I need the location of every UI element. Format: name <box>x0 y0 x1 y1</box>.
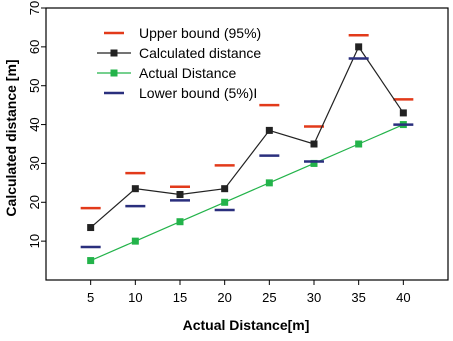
data-point <box>131 185 139 193</box>
data-point <box>265 179 273 187</box>
series-0 <box>80 33 414 210</box>
legend-label: Calculated distance <box>139 45 261 61</box>
data-point <box>355 43 363 51</box>
y-tick-label: 10 <box>27 234 42 248</box>
y-axis-title: Calculated distance [m] <box>3 59 19 216</box>
y-tick-label: 50 <box>27 78 42 92</box>
legend-label: Actual Distance <box>139 65 236 81</box>
y-tick-label: 40 <box>27 117 42 131</box>
data-point <box>176 191 184 199</box>
x-tick-label: 5 <box>87 290 94 305</box>
y-tick-label: 20 <box>27 195 42 209</box>
x-tick-label: 20 <box>217 290 231 305</box>
y-tick-label: 60 <box>27 40 42 54</box>
data-point <box>399 109 407 117</box>
x-tick-label: 40 <box>396 290 410 305</box>
series-2 <box>87 121 407 265</box>
y-tick-label: 30 <box>27 156 42 170</box>
legend-marker <box>110 49 118 57</box>
series-line <box>90 124 404 262</box>
plot-frame <box>45 7 449 281</box>
x-tick-label: 30 <box>307 290 321 305</box>
data-point <box>221 185 229 193</box>
series-3 <box>80 57 414 249</box>
legend-label: Lower bound (5%)I <box>139 85 257 101</box>
data-point <box>87 257 95 265</box>
series-layer <box>80 33 414 265</box>
x-tick-label: 15 <box>173 290 187 305</box>
axes: 5 10 15 20 25 30 35 40 10 20 30 40 50 60 70 <box>27 1 449 305</box>
x-tick-label: 25 <box>262 290 276 305</box>
data-point <box>310 140 318 148</box>
data-point <box>87 224 95 232</box>
series-1 <box>87 43 407 232</box>
x-tick-label: 35 <box>351 290 365 305</box>
data-point <box>265 126 273 134</box>
data-point <box>131 237 139 245</box>
y-tick-label: 70 <box>27 1 42 15</box>
data-point <box>310 159 318 167</box>
legend: Upper bound (95%) Calculated distance Actu… <box>97 25 261 101</box>
x-tick-label: 10 <box>128 290 142 305</box>
x-axis-title: Actual Distance[m] <box>183 317 310 333</box>
legend-marker <box>110 69 118 77</box>
series-line <box>90 45 404 228</box>
data-point <box>355 140 363 148</box>
data-point <box>221 198 229 206</box>
data-point <box>176 218 184 226</box>
legend-label: Upper bound (95%) <box>139 25 261 41</box>
